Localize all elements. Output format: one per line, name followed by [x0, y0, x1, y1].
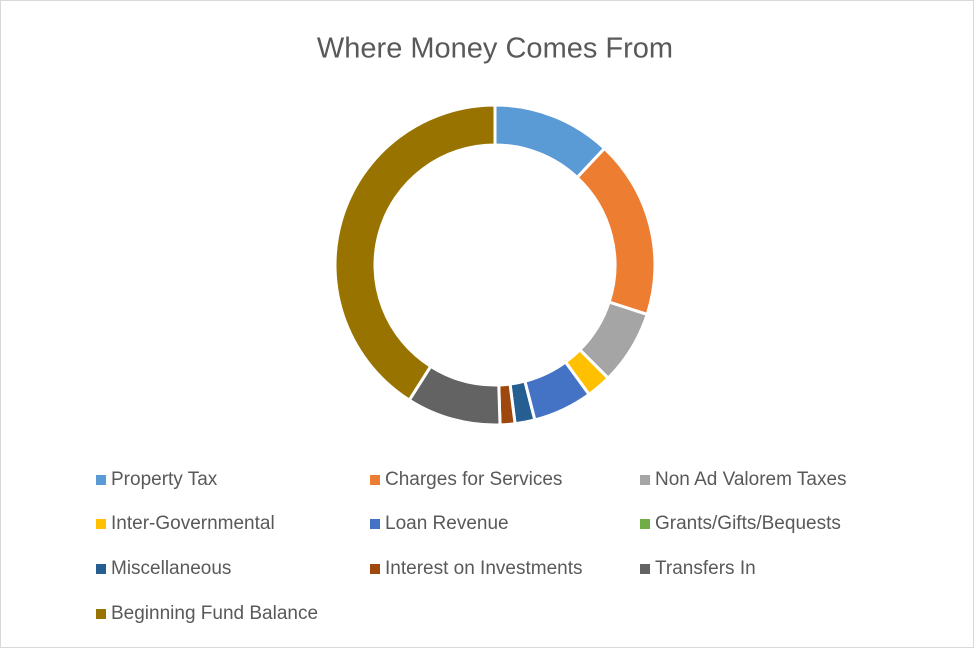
legend-label: Charges for Services [385, 469, 562, 490]
legend-label: Transfers In [655, 558, 756, 579]
legend-swatch [96, 475, 106, 485]
legend-swatch [370, 564, 380, 574]
legend-swatch [96, 519, 106, 529]
legend-label: Non Ad Valorem Taxes [655, 469, 847, 490]
legend-label: Interest on Investments [385, 558, 583, 579]
legend-label: Loan Revenue [385, 513, 509, 534]
legend-swatch [640, 564, 650, 574]
legend-label: Miscellaneous [111, 558, 231, 579]
legend-label: Grants/Gifts/Bequests [655, 513, 841, 534]
donut-slice [333, 103, 497, 403]
legend-label: Inter-Governmental [111, 513, 275, 534]
legend-label: Beginning Fund Balance [111, 603, 318, 624]
legend-swatch [370, 519, 380, 529]
legend-swatch [370, 475, 380, 485]
legend-swatch [640, 519, 650, 529]
legend-swatch [640, 475, 650, 485]
legend-label: Property Tax [111, 469, 218, 490]
legend-swatch [96, 564, 106, 574]
legend-swatch [96, 609, 106, 619]
chart-title: Where Money Comes From [317, 33, 673, 65]
